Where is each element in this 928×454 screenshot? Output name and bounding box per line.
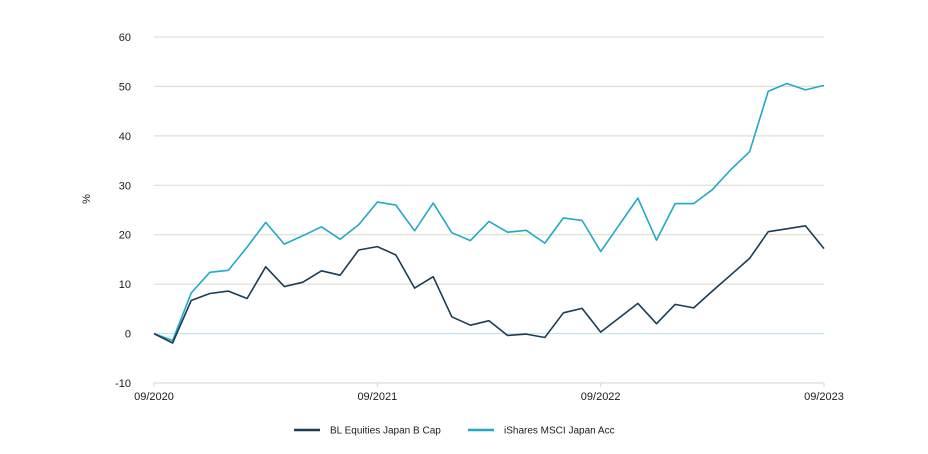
y-tick-label: 20 — [119, 230, 131, 242]
series-lines — [153, 82, 825, 344]
y-tick-label: 40 — [119, 131, 131, 143]
legend-label: iShares MSCI Japan Acc — [504, 426, 615, 437]
y-tick-label: -10 — [115, 378, 131, 390]
x-tick-label: 09/2022 — [581, 391, 621, 403]
y-tick-label: 30 — [119, 180, 131, 192]
gridlines — [154, 36, 824, 384]
x-axis: 09/2020 09/2021 09/2022 09/2023 — [134, 382, 844, 403]
legend: BL Equities Japan B Cap iShares MSCI Japa… — [294, 426, 615, 437]
series-line — [153, 82, 825, 342]
legend-label: BL Equities Japan B Cap — [330, 426, 441, 437]
x-tick-label: 09/2021 — [357, 391, 397, 403]
y-tick-label: 60 — [119, 32, 131, 44]
x-tick-label: 09/2023 — [804, 391, 844, 403]
x-tick-label: 09/2020 — [134, 391, 174, 403]
y-axis-title: % — [81, 194, 93, 204]
y-tick-label: 10 — [119, 279, 131, 291]
y-axis-ticks: -10 0 10 20 30 40 50 60 — [115, 32, 131, 390]
series-line — [153, 225, 825, 344]
y-tick-label: 0 — [125, 329, 131, 341]
y-tick-label: 50 — [119, 81, 131, 93]
